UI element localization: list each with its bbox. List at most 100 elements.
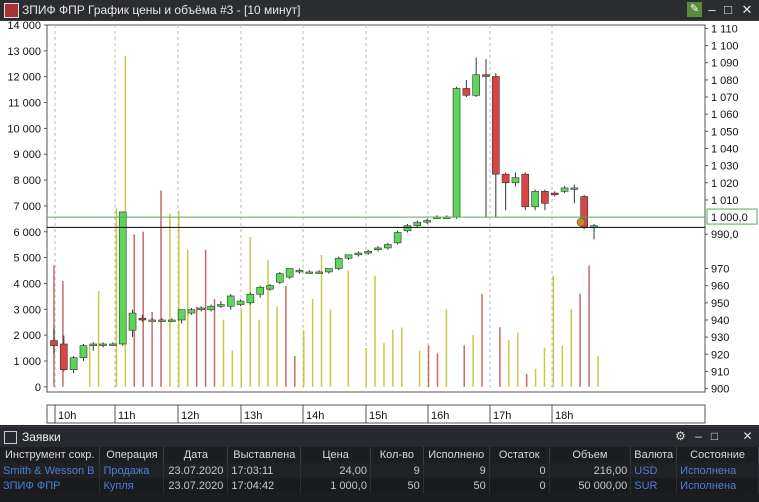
cell-remaining: 0 <box>489 478 550 493</box>
cell-volume: 216,00 <box>549 463 632 478</box>
minimize-button[interactable]: – <box>708 2 716 17</box>
candle-body <box>452 88 461 218</box>
candle-body <box>148 319 156 322</box>
cell-placed: 17:04:42 <box>227 478 302 493</box>
time-tick-label: 15h <box>369 410 387 422</box>
candle-body <box>128 312 137 331</box>
candle-body <box>285 268 294 278</box>
candle-body <box>364 251 372 254</box>
cell-instrument: ЗПИФ ФПР <box>0 478 101 493</box>
chart-svg[interactable]: 10h 11h 12h 13h 14h 15h 16h 17h 18h 0 1 000 2 000 3 … <box>0 21 759 425</box>
left-axis-label: 9 000 <box>13 149 41 161</box>
candle-body <box>472 74 480 96</box>
candle-body <box>60 343 68 371</box>
candle-body <box>79 345 88 359</box>
left-axis-label: 2 000 <box>13 330 41 342</box>
time-tick-label: 12h <box>181 410 199 422</box>
candle-body <box>403 225 412 232</box>
left-axis-label: 7 000 <box>13 201 41 213</box>
col-currency[interactable]: Валюта <box>630 447 678 463</box>
current-price-tag <box>706 208 758 225</box>
right-axis-label: 1 100 <box>711 41 739 53</box>
right-axis-label: 950 <box>711 298 729 310</box>
candle-body <box>315 271 323 274</box>
orders-panel: Заявки ⚙ – □ ✕ Инструмент сокр. Операция… <box>0 426 759 502</box>
right-axis-label: 960 <box>711 281 729 293</box>
col-qty[interactable]: Кол-во <box>370 447 424 463</box>
right-axis-label: 970 <box>711 264 729 276</box>
candle-body <box>197 307 206 310</box>
cell-placed: 17:03:11 <box>227 463 302 478</box>
candle-body <box>168 319 176 322</box>
cell-price: 24,00 <box>300 463 371 478</box>
last-trade-marker <box>576 217 586 227</box>
candle-body <box>69 357 78 371</box>
candle-body <box>374 247 382 250</box>
candle-body <box>462 88 471 96</box>
close-icon[interactable]: ✕ <box>742 429 753 443</box>
cell-qty: 50 <box>370 478 424 493</box>
right-axis-label: 1 030 <box>711 161 739 173</box>
right-axis-label: 930 <box>711 332 729 344</box>
right-axis-label: 1 040 <box>711 143 739 155</box>
col-status[interactable]: Состояние <box>676 447 759 463</box>
col-instrument[interactable]: Инструмент сокр. <box>0 447 101 463</box>
candle-body <box>236 300 245 305</box>
left-axis-label: 14 000 <box>7 21 41 32</box>
cell-remaining: 0 <box>489 463 550 478</box>
left-axis-label: 13 000 <box>7 46 41 58</box>
close-button[interactable]: ✕ <box>741 2 753 17</box>
candle-body <box>501 173 510 184</box>
cell-date: 23.07.2020 <box>163 478 229 493</box>
cell-status: Исполнена <box>676 478 759 493</box>
right-axis-label: 1 060 <box>711 109 739 121</box>
col-date[interactable]: Дата <box>163 447 229 463</box>
candle-body <box>334 257 343 269</box>
candle-body <box>177 309 186 321</box>
cell-date: 23.07.2020 <box>163 463 229 478</box>
restore-icon[interactable]: □ <box>710 429 719 443</box>
candle-body <box>325 268 333 273</box>
candle-body <box>109 343 117 346</box>
price-volume-chart[interactable]: 10h 11h 12h 13h 14h 15h 16h 17h 18h 0 1 000 2 000 3 … <box>0 21 759 425</box>
cell-filled: 50 <box>423 478 490 493</box>
maximize-button[interactable]: □ <box>724 2 732 17</box>
time-tick-label: 11h <box>118 410 136 422</box>
left-axis-label: 1 000 <box>13 356 41 368</box>
left-axis-label: 6 000 <box>13 227 41 239</box>
candle-body <box>560 187 569 192</box>
candle-body <box>138 317 147 321</box>
candle-body <box>226 295 235 307</box>
left-axis-label: 0 <box>35 382 41 394</box>
settings-icon[interactable]: ⚙ <box>675 429 686 443</box>
right-axis-label: 1 020 <box>711 178 739 190</box>
left-axis-label: 11 000 <box>8 98 41 110</box>
time-tick-label: 16h <box>431 410 449 422</box>
left-axis-label: 10 000 <box>7 123 41 135</box>
col-filled[interactable]: Исполнено <box>423 447 490 463</box>
candle-body <box>521 173 530 208</box>
col-operation[interactable]: Операция <box>99 447 165 463</box>
right-axis-label: 920 <box>711 349 729 361</box>
cell-currency: SUR <box>630 478 678 493</box>
col-placed[interactable]: Выставлена <box>227 447 302 463</box>
left-axis-label: 8 000 <box>13 175 41 187</box>
right-axis-label: 900 <box>711 384 729 396</box>
window-titlebar: ЗПИФ ФПР График цены и объёма #3 - [10 м… <box>0 0 759 21</box>
minimize-icon[interactable]: – <box>695 429 702 443</box>
cell-filled: 9 <box>423 463 490 478</box>
candle-body <box>550 192 559 196</box>
table-row[interactable]: ЗПИФ ФПР Купля 23.07.2020 17:04:42 1 000… <box>0 478 759 493</box>
cell-operation: Продажа <box>99 463 165 478</box>
col-price[interactable]: Цена <box>300 447 371 463</box>
candle-body <box>276 273 284 283</box>
table-row[interactable]: Smith & Wesson B Продажа 23.07.2020 17:0… <box>0 463 759 478</box>
col-volume[interactable]: Объем <box>549 447 632 463</box>
col-remaining[interactable]: Остаток <box>489 447 550 463</box>
right-axis-label: 1 090 <box>711 58 739 70</box>
time-axis-strip <box>46 404 706 424</box>
candle-body <box>354 252 363 256</box>
left-axis-label: 12 000 <box>7 72 41 84</box>
pencil-icon[interactable]: ✎ <box>687 2 702 17</box>
orders-table: Инструмент сокр. Операция Дата Выставлен… <box>0 447 759 493</box>
